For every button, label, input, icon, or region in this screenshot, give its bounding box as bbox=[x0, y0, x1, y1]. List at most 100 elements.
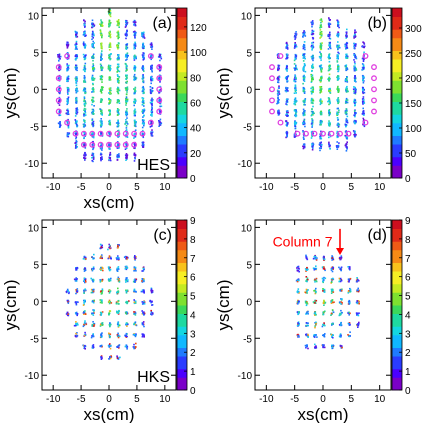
data-point bbox=[85, 323, 88, 326]
data-point bbox=[93, 67, 95, 69]
data-point bbox=[312, 78, 314, 81]
data-point bbox=[320, 144, 323, 146]
data-point bbox=[327, 134, 330, 136]
data-point bbox=[328, 53, 331, 55]
data-point bbox=[142, 65, 144, 67]
color-scale-bin bbox=[177, 148, 187, 153]
data-point bbox=[304, 57, 306, 60]
data-point bbox=[125, 257, 127, 260]
data-point bbox=[344, 110, 347, 112]
data-point bbox=[320, 68, 322, 71]
data-point bbox=[320, 59, 322, 61]
data-point bbox=[297, 265, 300, 268]
data-point bbox=[303, 68, 305, 71]
data-point bbox=[126, 86, 129, 88]
data-point bbox=[135, 125, 137, 128]
data-point bbox=[109, 357, 112, 360]
data-point bbox=[142, 89, 144, 91]
panel-b: -10 -5 0 5 10-10-50510ys(cm)(b)0501001502002… bbox=[214, 7, 422, 193]
data-point bbox=[328, 64, 331, 67]
data-point bbox=[124, 345, 127, 348]
data-point bbox=[133, 67, 135, 70]
color-scale-bin bbox=[177, 258, 187, 263]
data-point bbox=[66, 113, 69, 116]
data-point bbox=[92, 87, 94, 89]
data-point bbox=[354, 33, 356, 36]
data-point bbox=[83, 68, 86, 70]
data-point bbox=[118, 310, 120, 312]
data-point bbox=[100, 299, 103, 301]
data-point bbox=[67, 290, 69, 292]
data-point bbox=[278, 76, 281, 78]
data-point bbox=[346, 141, 348, 143]
data-point bbox=[142, 278, 145, 280]
data-point bbox=[320, 33, 323, 35]
data-point bbox=[75, 101, 77, 104]
data-point bbox=[306, 277, 309, 279]
y-tick-label: -10 bbox=[25, 371, 40, 382]
data-point bbox=[83, 131, 85, 134]
data-point bbox=[83, 126, 85, 128]
data-point bbox=[328, 44, 330, 47]
data-point bbox=[125, 289, 127, 292]
data-point bbox=[305, 333, 307, 336]
data-point bbox=[75, 31, 77, 33]
data-point bbox=[314, 258, 317, 260]
color-scale-bin bbox=[177, 385, 187, 391]
data-point bbox=[312, 67, 314, 69]
color-scale-bin bbox=[392, 139, 402, 145]
data-point bbox=[68, 292, 70, 295]
data-point bbox=[338, 52, 340, 55]
color-scale-label: 150 bbox=[405, 99, 422, 110]
data-point bbox=[353, 110, 356, 112]
data-point bbox=[108, 21, 111, 24]
data-point bbox=[295, 55, 298, 58]
data-point bbox=[92, 156, 94, 159]
data-point bbox=[142, 129, 144, 132]
data-point bbox=[110, 257, 112, 260]
data-point bbox=[83, 270, 86, 272]
data-point bbox=[125, 267, 127, 269]
data-point bbox=[91, 23, 93, 26]
data-point bbox=[362, 60, 365, 62]
data-point bbox=[303, 88, 306, 90]
data-point bbox=[328, 123, 331, 126]
data-point bbox=[142, 141, 144, 143]
data-point bbox=[310, 137, 313, 139]
data-point bbox=[294, 36, 297, 39]
data-point bbox=[361, 74, 364, 77]
data-point bbox=[294, 123, 296, 126]
data-point bbox=[92, 132, 94, 134]
data-point bbox=[116, 145, 119, 148]
data-point bbox=[294, 35, 296, 37]
data-point bbox=[116, 90, 119, 93]
data-point bbox=[133, 43, 136, 46]
data-point bbox=[363, 46, 365, 49]
y-tick-label: 5 bbox=[246, 48, 252, 59]
data-point bbox=[67, 314, 70, 317]
data-point bbox=[311, 31, 313, 34]
data-point bbox=[102, 267, 104, 269]
data-point bbox=[312, 99, 315, 102]
data-point bbox=[296, 291, 299, 293]
data-point bbox=[93, 77, 96, 80]
data-point bbox=[101, 345, 103, 348]
data-point bbox=[143, 311, 145, 313]
data-point bbox=[76, 111, 79, 114]
data-point bbox=[305, 254, 307, 257]
data-point bbox=[337, 31, 339, 33]
color-scale-label: 4 bbox=[190, 310, 196, 321]
data-point bbox=[141, 280, 143, 282]
data-point bbox=[151, 97, 153, 100]
data-point bbox=[109, 89, 111, 92]
data-point bbox=[329, 77, 331, 80]
data-point bbox=[310, 73, 312, 76]
marker-circle bbox=[106, 141, 112, 148]
data-point bbox=[82, 41, 85, 43]
data-point bbox=[143, 70, 145, 72]
data-point bbox=[109, 132, 111, 135]
data-point bbox=[353, 77, 356, 79]
data-point bbox=[320, 31, 323, 33]
data-point bbox=[303, 54, 305, 57]
data-point bbox=[149, 90, 152, 92]
